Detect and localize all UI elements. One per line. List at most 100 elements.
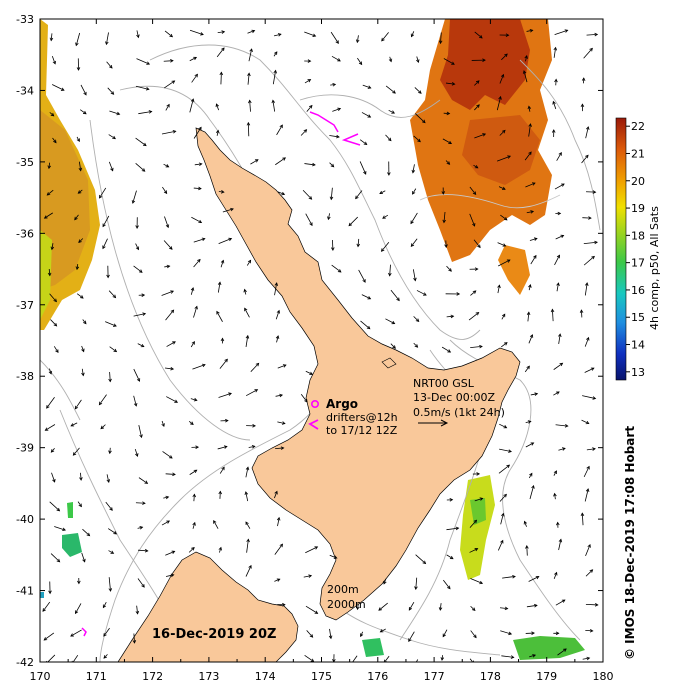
current-arrow — [46, 397, 55, 409]
colorbar-tick-label: 19 — [631, 202, 645, 215]
current-arrow — [528, 284, 532, 291]
current-arrow — [581, 419, 590, 425]
current-arrow — [581, 77, 586, 84]
current-arrow — [193, 237, 206, 243]
current-arrow — [273, 33, 282, 37]
current-arrow — [106, 61, 113, 69]
current-arrow — [218, 392, 232, 398]
current-arrow — [54, 526, 66, 532]
drifter-arrowhead-north — [341, 133, 361, 146]
axes: 170 171 172 173 174 175 176 177 178 179 180 -33 -34 -… — [16, 13, 613, 683]
current-arrow — [303, 574, 313, 578]
current-arrow — [446, 526, 460, 531]
current-arrow — [380, 241, 390, 252]
current-arrow — [445, 82, 456, 86]
current-arrow — [528, 575, 540, 582]
current-arrow — [408, 601, 415, 611]
current-arrow — [497, 539, 504, 551]
drifter-track-north — [309, 111, 339, 133]
current-arrow — [526, 210, 535, 214]
current-arrow — [556, 521, 560, 528]
current-arrow — [246, 259, 252, 266]
current-arrow — [131, 190, 137, 204]
sst-patch-southeast-green — [513, 636, 585, 660]
current-arrow — [413, 135, 421, 143]
current-arrow — [44, 424, 56, 431]
current-arrow — [525, 420, 532, 424]
current-arrow — [410, 31, 415, 38]
colorbar-tick-label: 20 — [631, 175, 645, 188]
current-arrow — [305, 370, 314, 375]
current-arrow — [244, 307, 250, 318]
current-arrow — [217, 30, 226, 34]
current-arrow — [352, 655, 358, 662]
current-arrow — [501, 313, 506, 320]
current-arrow — [358, 269, 366, 283]
sst-patch-west-edge — [40, 230, 52, 320]
current-arrow — [222, 207, 234, 213]
small-island — [381, 357, 397, 369]
current-arrow — [219, 358, 228, 369]
current-arrow — [525, 182, 536, 188]
current-arrow — [108, 161, 114, 172]
current-arrow — [415, 554, 427, 565]
current-arrow — [74, 399, 82, 410]
current-arrow — [552, 100, 557, 110]
current-arrow — [441, 346, 452, 353]
current-arrow — [302, 189, 313, 200]
current-arrow — [103, 627, 110, 637]
depth-2000-label: 2000m — [327, 598, 366, 611]
current-arrow — [360, 320, 371, 330]
current-arrow — [109, 346, 118, 353]
current-arrow — [81, 368, 85, 377]
current-arrow — [194, 162, 203, 166]
colorbar-tick-label: 17 — [631, 257, 645, 270]
current-arrow — [412, 188, 417, 195]
current-arrow — [501, 655, 515, 659]
current-arrow — [215, 103, 220, 111]
current-arrow — [248, 48, 253, 62]
current-arrow — [582, 656, 591, 661]
current-arrow — [163, 163, 170, 168]
current-arrow — [585, 569, 594, 577]
current-arrow — [586, 447, 596, 451]
current-arrow — [357, 57, 363, 66]
current-arrow — [555, 211, 562, 216]
current-arrow — [499, 493, 507, 502]
current-arrow — [442, 138, 453, 144]
current-arrow — [277, 602, 286, 607]
current-arrow — [499, 129, 506, 136]
current-arrow — [219, 71, 224, 85]
current-arrow — [164, 264, 171, 269]
current-arrow — [108, 371, 112, 383]
current-arrow — [331, 55, 341, 62]
x-tick-label: 174 — [255, 670, 276, 683]
current-arrow — [137, 343, 145, 348]
current-arrow — [138, 110, 153, 115]
current-arrow — [355, 35, 360, 44]
sst-patch-tiny — [40, 592, 44, 598]
current-arrow — [192, 521, 196, 529]
current-arrow — [446, 498, 454, 502]
current-arrow — [276, 516, 281, 527]
current-arrow — [244, 491, 249, 502]
current-arrow — [497, 284, 501, 294]
current-arrow — [305, 605, 319, 614]
current-arrow — [582, 216, 592, 220]
current-arrow — [553, 391, 560, 396]
x-tick-label: 179 — [536, 670, 557, 683]
current-arrow — [443, 58, 455, 65]
current-arrow — [558, 538, 563, 551]
y-tick-label: -40 — [16, 513, 34, 526]
current-arrow — [585, 628, 594, 633]
current-arrow — [193, 126, 202, 139]
current-arrow — [474, 133, 487, 139]
current-arrow — [163, 495, 170, 500]
current-arrow — [275, 309, 281, 320]
current-arrow — [247, 29, 256, 34]
north-island — [195, 127, 521, 621]
current-arrow — [276, 124, 283, 136]
y-tick-label: -39 — [16, 442, 34, 455]
current-arrow — [250, 362, 260, 372]
